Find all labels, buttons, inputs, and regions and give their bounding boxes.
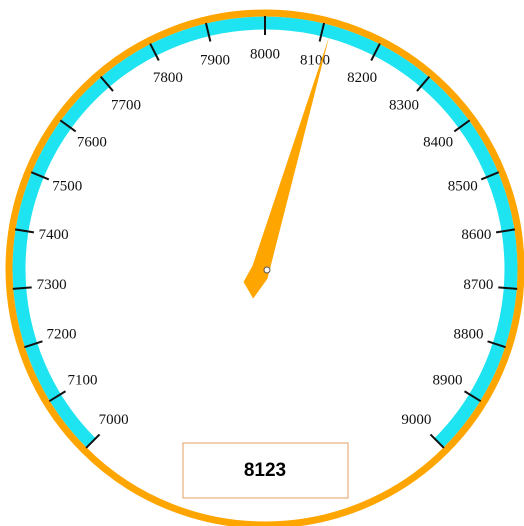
tick-mark [99, 75, 114, 92]
tick-label: 7000 [99, 412, 129, 428]
needle-pivot [263, 266, 271, 274]
tick-label: 8300 [389, 98, 419, 114]
tick-label: 7800 [153, 70, 183, 86]
tick-mark [204, 22, 212, 42]
tick-mark [318, 22, 326, 42]
tick-label: 7700 [111, 98, 141, 114]
tick-mark [12, 286, 32, 290]
tick-label: 8800 [454, 327, 484, 343]
tick-label: 8100 [300, 52, 330, 68]
tick-label: 8900 [432, 372, 462, 388]
tick-mark [480, 171, 500, 181]
tick-label: 7200 [46, 327, 76, 343]
tick-label: 9000 [401, 412, 431, 428]
tick-mark [59, 119, 77, 133]
tick-label: 7600 [77, 135, 107, 151]
tick-mark [30, 171, 50, 181]
tick-mark [370, 43, 381, 61]
tick-label: 7300 [37, 277, 67, 293]
tick-mark [14, 228, 35, 234]
tick-label: 8600 [461, 227, 491, 243]
tick-label: 8500 [448, 179, 478, 195]
tick-label: 8000 [250, 46, 280, 62]
tick-mark [24, 340, 43, 349]
tick-mark [48, 390, 67, 403]
tick-label: 7400 [39, 227, 69, 243]
gauge-ring [5, 9, 524, 526]
tick-mark [498, 286, 518, 290]
tick-mark [463, 390, 482, 403]
tick-mark [453, 119, 471, 133]
tick-label: 7100 [68, 372, 98, 388]
tick-mark [149, 43, 160, 61]
tick-mark [487, 340, 506, 349]
tick-mark [416, 75, 431, 92]
tick-label: 8700 [463, 277, 493, 293]
tick-mark [495, 228, 516, 234]
tick-mark [85, 433, 101, 449]
tick-label: 8400 [423, 135, 453, 151]
tick-label: 7500 [52, 179, 82, 195]
value-label: 8123 [244, 460, 286, 481]
tick-mark [429, 433, 445, 449]
tick-label: 8200 [347, 70, 377, 86]
value-box [182, 442, 349, 499]
tick-label: 7900 [200, 52, 230, 68]
needle [243, 36, 330, 299]
